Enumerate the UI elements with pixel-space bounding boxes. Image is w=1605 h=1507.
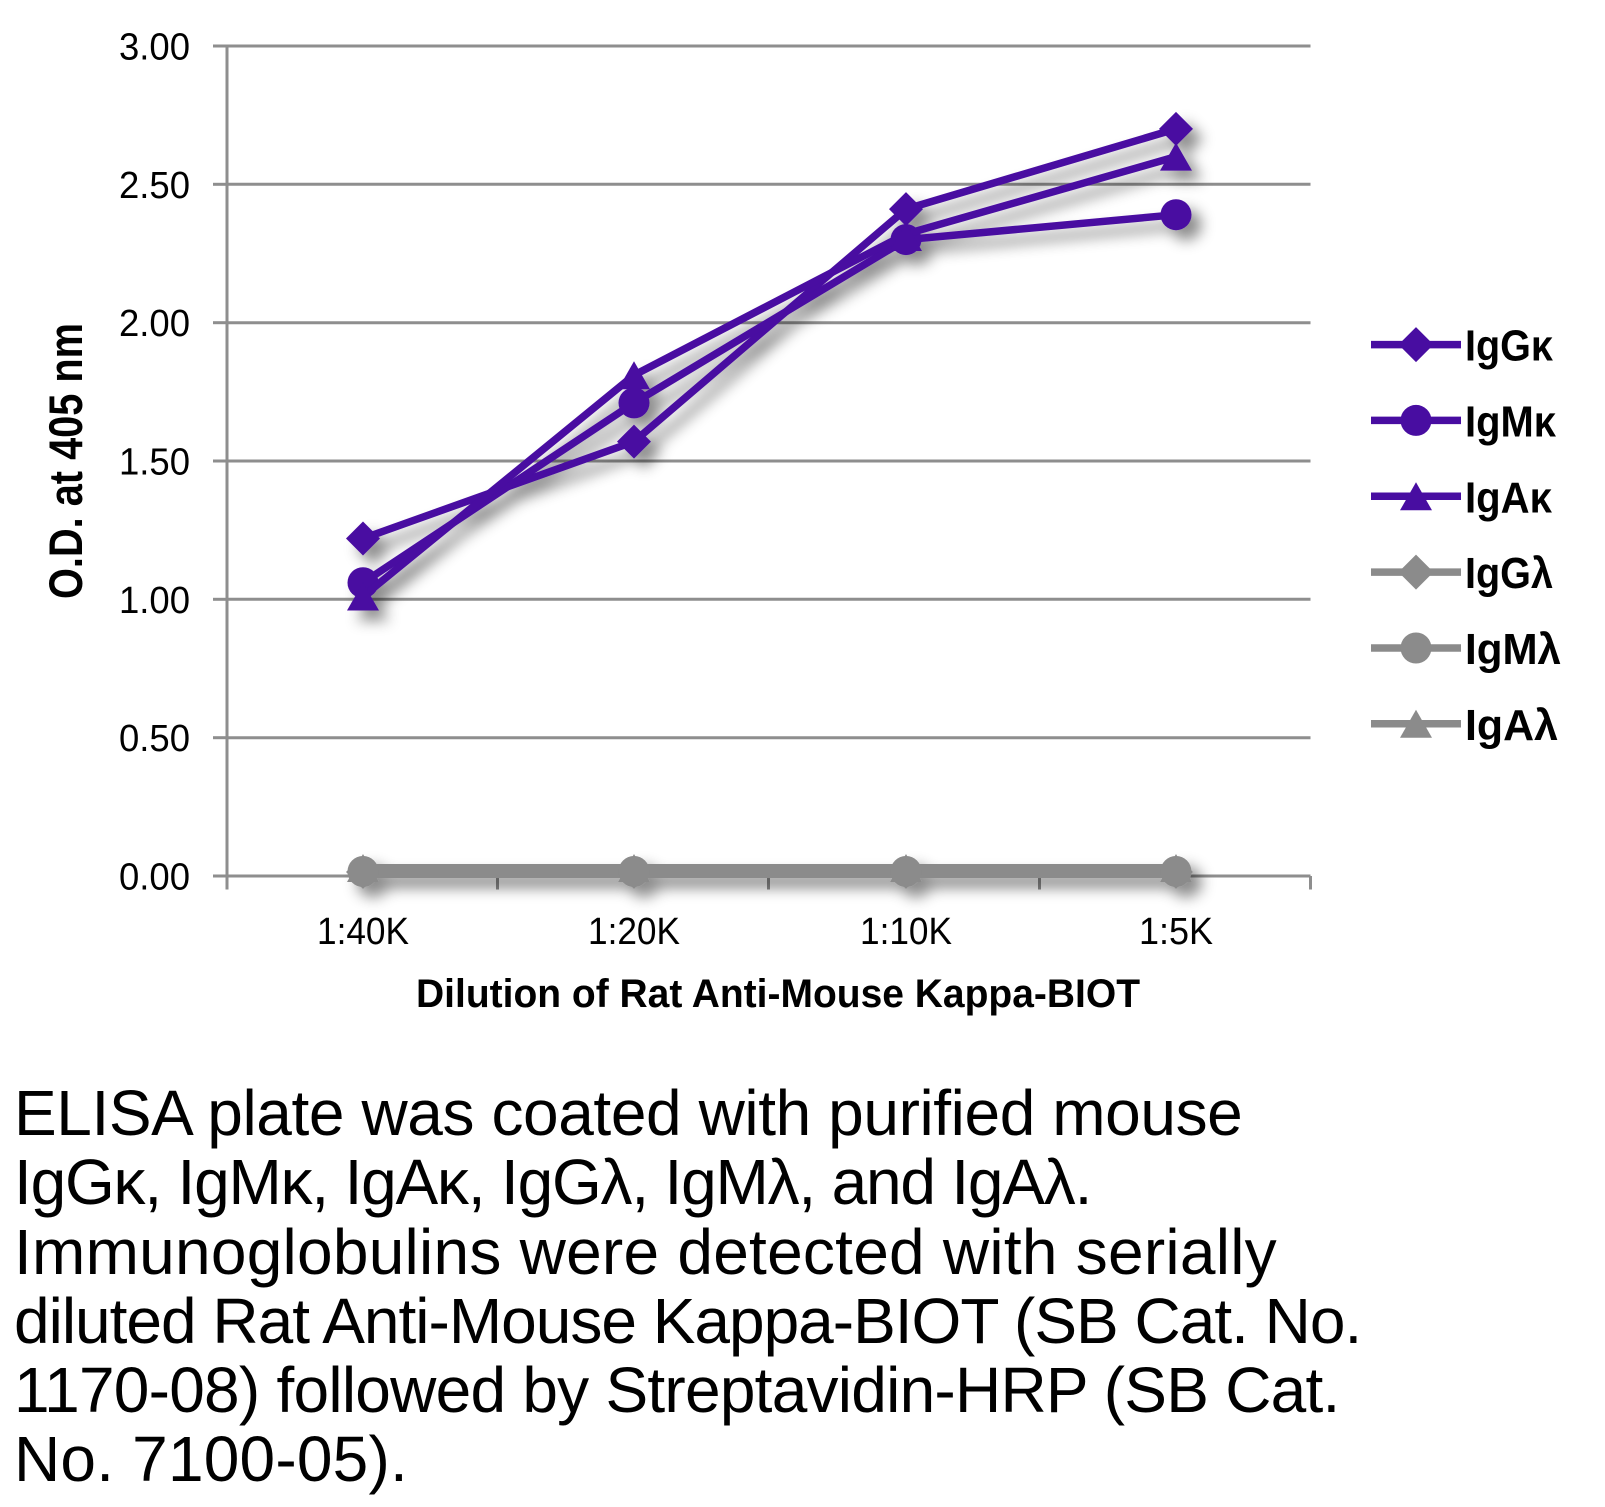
- svg-text:O.D. at 405 nm: O.D. at 405 nm: [39, 323, 92, 599]
- svg-text:2.50: 2.50: [119, 165, 190, 207]
- svg-text:1:40K: 1:40K: [317, 911, 409, 953]
- svg-text:0.00: 0.00: [119, 857, 190, 899]
- svg-text:1:5K: 1:5K: [1139, 911, 1213, 953]
- svg-text:0.50: 0.50: [119, 718, 190, 760]
- svg-text:IgGλ: IgGλ: [1465, 549, 1553, 598]
- svg-text:Dilution of Rat Anti-Mouse Kap: Dilution of Rat Anti-Mouse Kappa-BIOT: [416, 972, 1140, 1016]
- svg-text:IgGκ: IgGκ: [1465, 322, 1553, 371]
- svg-text:2.00: 2.00: [119, 303, 190, 345]
- svg-text:3.00: 3.00: [119, 27, 190, 69]
- svg-text:1:20K: 1:20K: [588, 911, 680, 953]
- svg-text:IgAκ: IgAκ: [1465, 473, 1552, 522]
- svg-text:1.00: 1.00: [119, 580, 190, 622]
- svg-text:IgMκ: IgMκ: [1465, 397, 1556, 446]
- svg-text:1:10K: 1:10K: [860, 911, 952, 953]
- svg-text:1.50: 1.50: [119, 442, 190, 484]
- svg-text:IgAλ: IgAλ: [1465, 701, 1558, 750]
- svg-text:IgMλ: IgMλ: [1465, 625, 1561, 674]
